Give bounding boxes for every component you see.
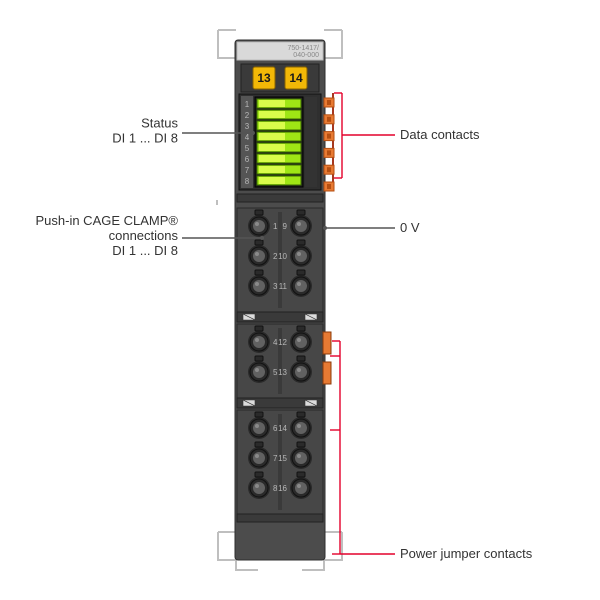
- callout-label: DI 1 ... DI 8: [112, 131, 178, 146]
- svg-text:16: 16: [278, 484, 287, 493]
- module-diagram: 750-1417/040-000131412345678192103114125…: [0, 0, 600, 600]
- svg-text:11: 11: [279, 282, 288, 291]
- callout-label: connections: [109, 228, 179, 243]
- part-number-top: 750-1417/: [287, 45, 319, 52]
- part-number-bottom: 040-000: [293, 52, 319, 59]
- svg-text:2: 2: [245, 111, 250, 120]
- power-jumper-contact: [323, 332, 331, 354]
- svg-text:8: 8: [245, 177, 250, 186]
- callout-label: DI 1 ... DI 8: [112, 243, 178, 258]
- svg-text:14: 14: [289, 71, 303, 85]
- svg-text:3: 3: [273, 282, 278, 291]
- svg-text:7: 7: [245, 166, 250, 175]
- svg-text:12: 12: [278, 338, 287, 347]
- callout-label: Data contacts: [400, 127, 480, 142]
- svg-text:3: 3: [245, 122, 250, 131]
- svg-text:9: 9: [283, 222, 288, 231]
- svg-text:4: 4: [245, 133, 250, 142]
- svg-text:6: 6: [245, 155, 250, 164]
- svg-text:5: 5: [245, 144, 250, 153]
- svg-text:10: 10: [278, 252, 287, 261]
- callout-label: 0 V: [400, 220, 420, 235]
- power-jumper-contact: [323, 362, 331, 384]
- callout-label: Power jumper contacts: [400, 546, 533, 561]
- svg-text:14: 14: [278, 424, 287, 433]
- svg-text:1: 1: [245, 100, 250, 109]
- svg-text:13: 13: [257, 71, 271, 85]
- svg-text:15: 15: [278, 454, 287, 463]
- callout-label: Push-in CAGE CLAMP®: [35, 213, 178, 228]
- svg-text:13: 13: [278, 368, 287, 377]
- callout-label: Status: [141, 116, 178, 131]
- svg-text:1: 1: [273, 222, 278, 231]
